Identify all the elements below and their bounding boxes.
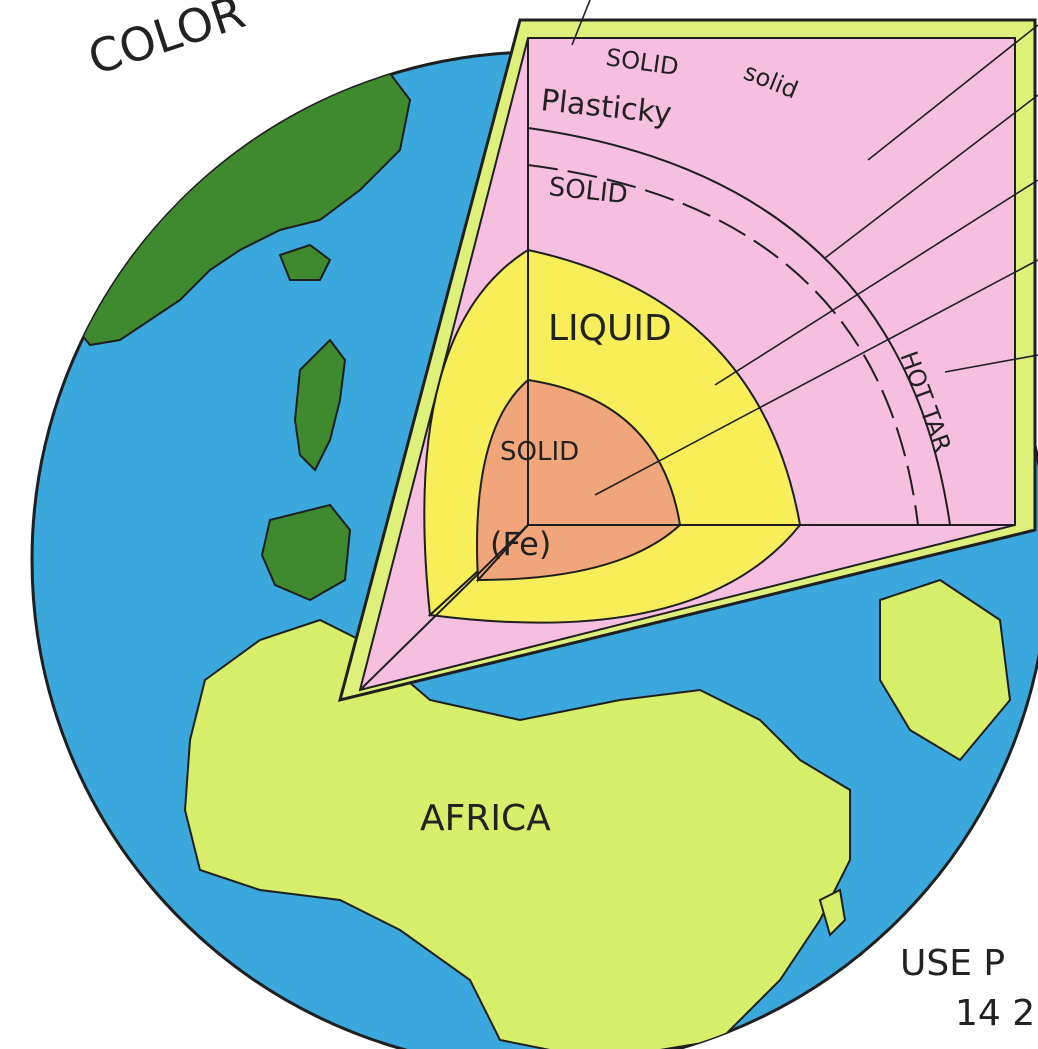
outer-core-label: LIQUID: [548, 308, 672, 349]
landmass-iberia: [260, 503, 352, 602]
landmass-africa: [183, 618, 851, 1049]
arrow-hot-tar: [944, 354, 1038, 373]
africa-label: AFRICA: [420, 798, 551, 839]
mantle-dashed-boundary: [527, 164, 919, 526]
landmass-arabia: [879, 578, 1012, 762]
note-line-1: USE P: [900, 943, 1005, 984]
arrow-top: [571, 0, 591, 46]
landmass-madagascar: [818, 888, 847, 937]
landmass-british-isles: [293, 338, 347, 472]
arrow-asthenosphere: [824, 94, 1038, 259]
cutaway-edge-diagonal: [359, 524, 529, 691]
arrow-outer-core: [594, 259, 1038, 496]
landmass-small-island: [278, 243, 332, 281]
inner-core-label: SOLID: [500, 437, 579, 467]
arrow-mantle: [714, 179, 1038, 386]
note-line-2: 14 2: [955, 993, 1035, 1034]
inner-core-symbol: (Fe): [490, 525, 551, 563]
arrow-crust: [867, 24, 1038, 161]
color-header-label: COLOR: [82, 0, 251, 85]
asthenosphere-boundary: [527, 127, 951, 526]
